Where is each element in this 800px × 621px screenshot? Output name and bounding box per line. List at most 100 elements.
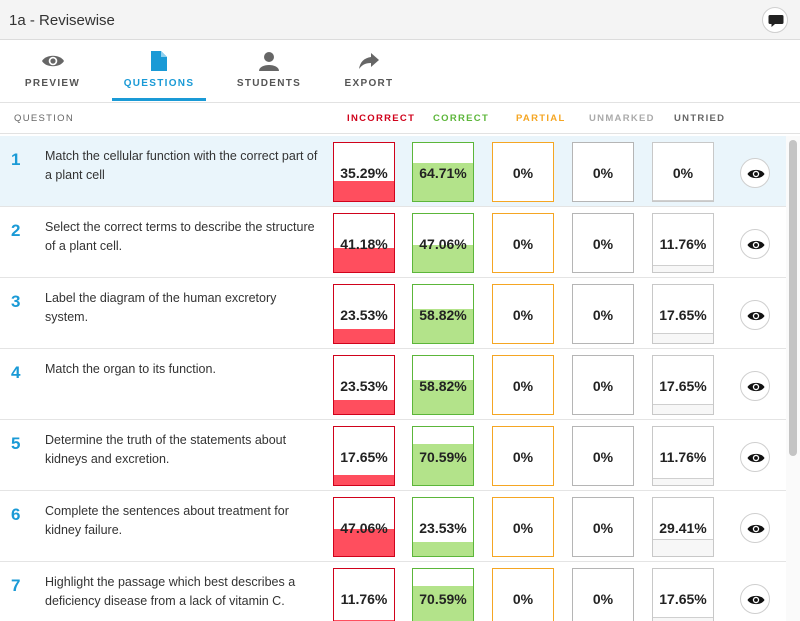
preview-question-button[interactable]: [740, 300, 770, 330]
unmarked-percentage: 0%: [592, 591, 614, 607]
preview-question-button[interactable]: [740, 584, 770, 614]
eye-icon: [747, 169, 765, 179]
question-row[interactable]: 4 Match the organ to its function. 23.53% 5…: [0, 349, 786, 420]
correct-percentage-box: 47.06%: [412, 213, 474, 273]
partial-percentage-box: 0%: [492, 213, 554, 273]
question-number: 5: [11, 434, 21, 453]
partial-percentage-box: 0%: [492, 568, 554, 621]
partial-percentage: 0%: [512, 591, 534, 607]
unmarked-percentage: 0%: [592, 520, 614, 536]
header-untried: UNTRIED: [674, 113, 726, 124]
unmarked-percentage-box: 0%: [572, 355, 634, 415]
incorrect-percentage-box: 35.29%: [333, 142, 395, 202]
incorrect-fill-bar: [334, 474, 394, 485]
question-row[interactable]: 7 Highlight the passage which best descri…: [0, 562, 786, 621]
untried-fill-bar: [653, 200, 713, 201]
incorrect-percentage: 35.29%: [340, 165, 388, 181]
incorrect-percentage: 41.18%: [340, 236, 388, 252]
question-text: Label the diagram of the human excretory…: [45, 291, 277, 324]
incorrect-percentage: 23.53%: [340, 378, 388, 394]
question-text: Match the organ to its function.: [45, 362, 216, 376]
active-tab-indicator: [112, 98, 206, 101]
correct-percentage-box: 58.82%: [412, 355, 474, 415]
tab-export[interactable]: EXPORT: [334, 41, 404, 101]
tab-questions[interactable]: QUESTIONS: [112, 41, 206, 101]
preview-question-button[interactable]: [740, 371, 770, 401]
question-text: Determine the truth of the statements ab…: [45, 433, 287, 466]
question-row[interactable]: 6 Complete the sentences about treatment …: [0, 491, 786, 562]
header-unmarked: UNMARKED: [589, 113, 655, 124]
preview-question-button[interactable]: [740, 442, 770, 472]
scrollbar-thumb[interactable]: [789, 140, 797, 456]
eye-icon: [41, 55, 64, 67]
untried-percentage-box: 17.65%: [652, 284, 714, 344]
preview-question-button[interactable]: [740, 513, 770, 543]
incorrect-percentage-box: 23.53%: [333, 355, 395, 415]
tab-label: PREVIEW: [24, 78, 81, 89]
share-arrow-icon: [359, 53, 379, 69]
untried-percentage-box: 11.76%: [652, 213, 714, 273]
incorrect-percentage: 11.76%: [340, 591, 388, 607]
unmarked-percentage: 0%: [592, 307, 614, 323]
tab-preview[interactable]: PREVIEW: [15, 41, 90, 101]
question-text: Match the cellular function with the cor…: [45, 149, 318, 182]
untried-percentage-box: 17.65%: [652, 355, 714, 415]
question-number: 4: [11, 363, 21, 382]
partial-percentage: 0%: [512, 165, 534, 181]
preview-question-button[interactable]: [740, 229, 770, 259]
incorrect-fill-bar: [334, 528, 394, 556]
untried-percentage: 17.65%: [659, 378, 707, 394]
document-icon: [151, 51, 167, 71]
unmarked-percentage: 0%: [592, 236, 614, 252]
correct-percentage-box: 70.59%: [412, 426, 474, 486]
unmarked-percentage-box: 0%: [572, 426, 634, 486]
unmarked-percentage-box: 0%: [572, 497, 634, 557]
correct-percentage-box: 23.53%: [412, 497, 474, 557]
question-number: 1: [11, 150, 21, 169]
question-row[interactable]: 5 Determine the truth of the statements a…: [0, 420, 786, 491]
correct-fill-bar: [413, 308, 473, 343]
eye-icon: [747, 311, 765, 321]
untried-percentage-box: 17.65%: [652, 568, 714, 621]
untried-fill-bar: [653, 616, 713, 621]
correct-fill-bar: [413, 444, 473, 485]
incorrect-percentage-box: 17.65%: [333, 426, 395, 486]
partial-percentage-box: 0%: [492, 355, 554, 415]
correct-fill-bar: [413, 379, 473, 414]
correct-percentage: 58.82%: [419, 378, 467, 394]
preview-question-button[interactable]: [740, 158, 770, 188]
eye-icon: [747, 595, 765, 605]
correct-percentage-box: 70.59%: [412, 568, 474, 621]
correct-fill-bar: [413, 163, 473, 201]
chat-button[interactable]: [762, 7, 788, 33]
incorrect-fill-bar: [334, 400, 394, 414]
untried-percentage: 17.65%: [659, 307, 707, 323]
correct-percentage-box: 58.82%: [412, 284, 474, 344]
unmarked-percentage-box: 0%: [572, 568, 634, 621]
eye-icon: [747, 382, 765, 392]
correct-percentage: 58.82%: [419, 307, 467, 323]
header-incorrect: INCORRECT: [347, 113, 416, 124]
eye-icon: [747, 453, 765, 463]
unmarked-percentage-box: 0%: [572, 213, 634, 273]
question-number: 3: [11, 292, 21, 311]
partial-percentage-box: 0%: [492, 284, 554, 344]
untried-fill-bar: [653, 332, 713, 343]
tab-students[interactable]: STUDENTS: [230, 41, 308, 101]
question-text: Highlight the passage which best describ…: [45, 575, 296, 608]
correct-fill-bar: [413, 586, 473, 621]
question-row[interactable]: 2 Select the correct terms to describe th…: [0, 207, 786, 278]
question-row[interactable]: 1 Match the cellular function with the co…: [0, 136, 786, 207]
question-row[interactable]: 3 Label the diagram of the human excretor…: [0, 278, 786, 349]
partial-percentage-box: 0%: [492, 426, 554, 486]
unmarked-percentage: 0%: [592, 378, 614, 394]
untried-fill-bar: [653, 478, 713, 485]
correct-percentage: 23.53%: [419, 520, 467, 536]
incorrect-percentage-box: 11.76%: [333, 568, 395, 621]
eye-icon: [747, 524, 765, 534]
title-bar: 1a - Revisewise: [0, 0, 800, 40]
incorrect-fill-bar: [334, 329, 394, 343]
column-headers: QUESTION INCORRECT CORRECT PARTIAL UNMAR…: [0, 102, 800, 134]
correct-fill-bar: [413, 542, 473, 556]
untried-percentage-box: 0%: [652, 142, 714, 202]
